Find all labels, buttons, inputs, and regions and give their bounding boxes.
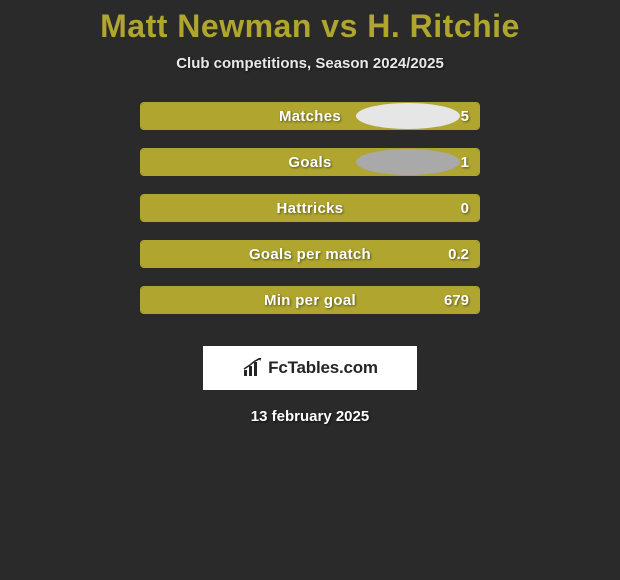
stat-row: Goals per match0.2 [140, 240, 480, 268]
right-marker [356, 149, 460, 175]
stat-bar: Hattricks0 [140, 194, 480, 222]
bar-label: Goals per match [141, 241, 479, 267]
bar-value: 0 [461, 195, 469, 221]
logo-box[interactable]: FcTables.com [203, 346, 417, 390]
stat-row: Matches5 [140, 102, 480, 130]
stat-bar: Min per goal679 [140, 286, 480, 314]
bar-value: 5 [461, 103, 469, 129]
bar-value: 0.2 [448, 241, 469, 267]
stat-row: Hattricks0 [140, 194, 480, 222]
stat-rows: Matches5Goals1Hattricks0Goals per match0… [140, 102, 480, 332]
stat-bar: Goals per match0.2 [140, 240, 480, 268]
bar-label: Hattricks [141, 195, 479, 221]
stats-card: Matt Newman vs H. Ritchie Club competiti… [0, 0, 620, 425]
bar-label: Min per goal [141, 287, 479, 313]
card-subtitle: Club competitions, Season 2024/2025 [176, 55, 444, 72]
stat-row: Goals1 [140, 148, 480, 176]
card-title: Matt Newman vs H. Ritchie [100, 8, 520, 45]
bar-value: 1 [461, 149, 469, 175]
stat-row: Min per goal679 [140, 286, 480, 314]
bar-value: 679 [444, 287, 469, 313]
date-label: 13 february 2025 [251, 408, 369, 425]
right-marker [356, 103, 460, 129]
logo-text: FcTables.com [268, 358, 378, 378]
chart-icon [242, 358, 264, 378]
